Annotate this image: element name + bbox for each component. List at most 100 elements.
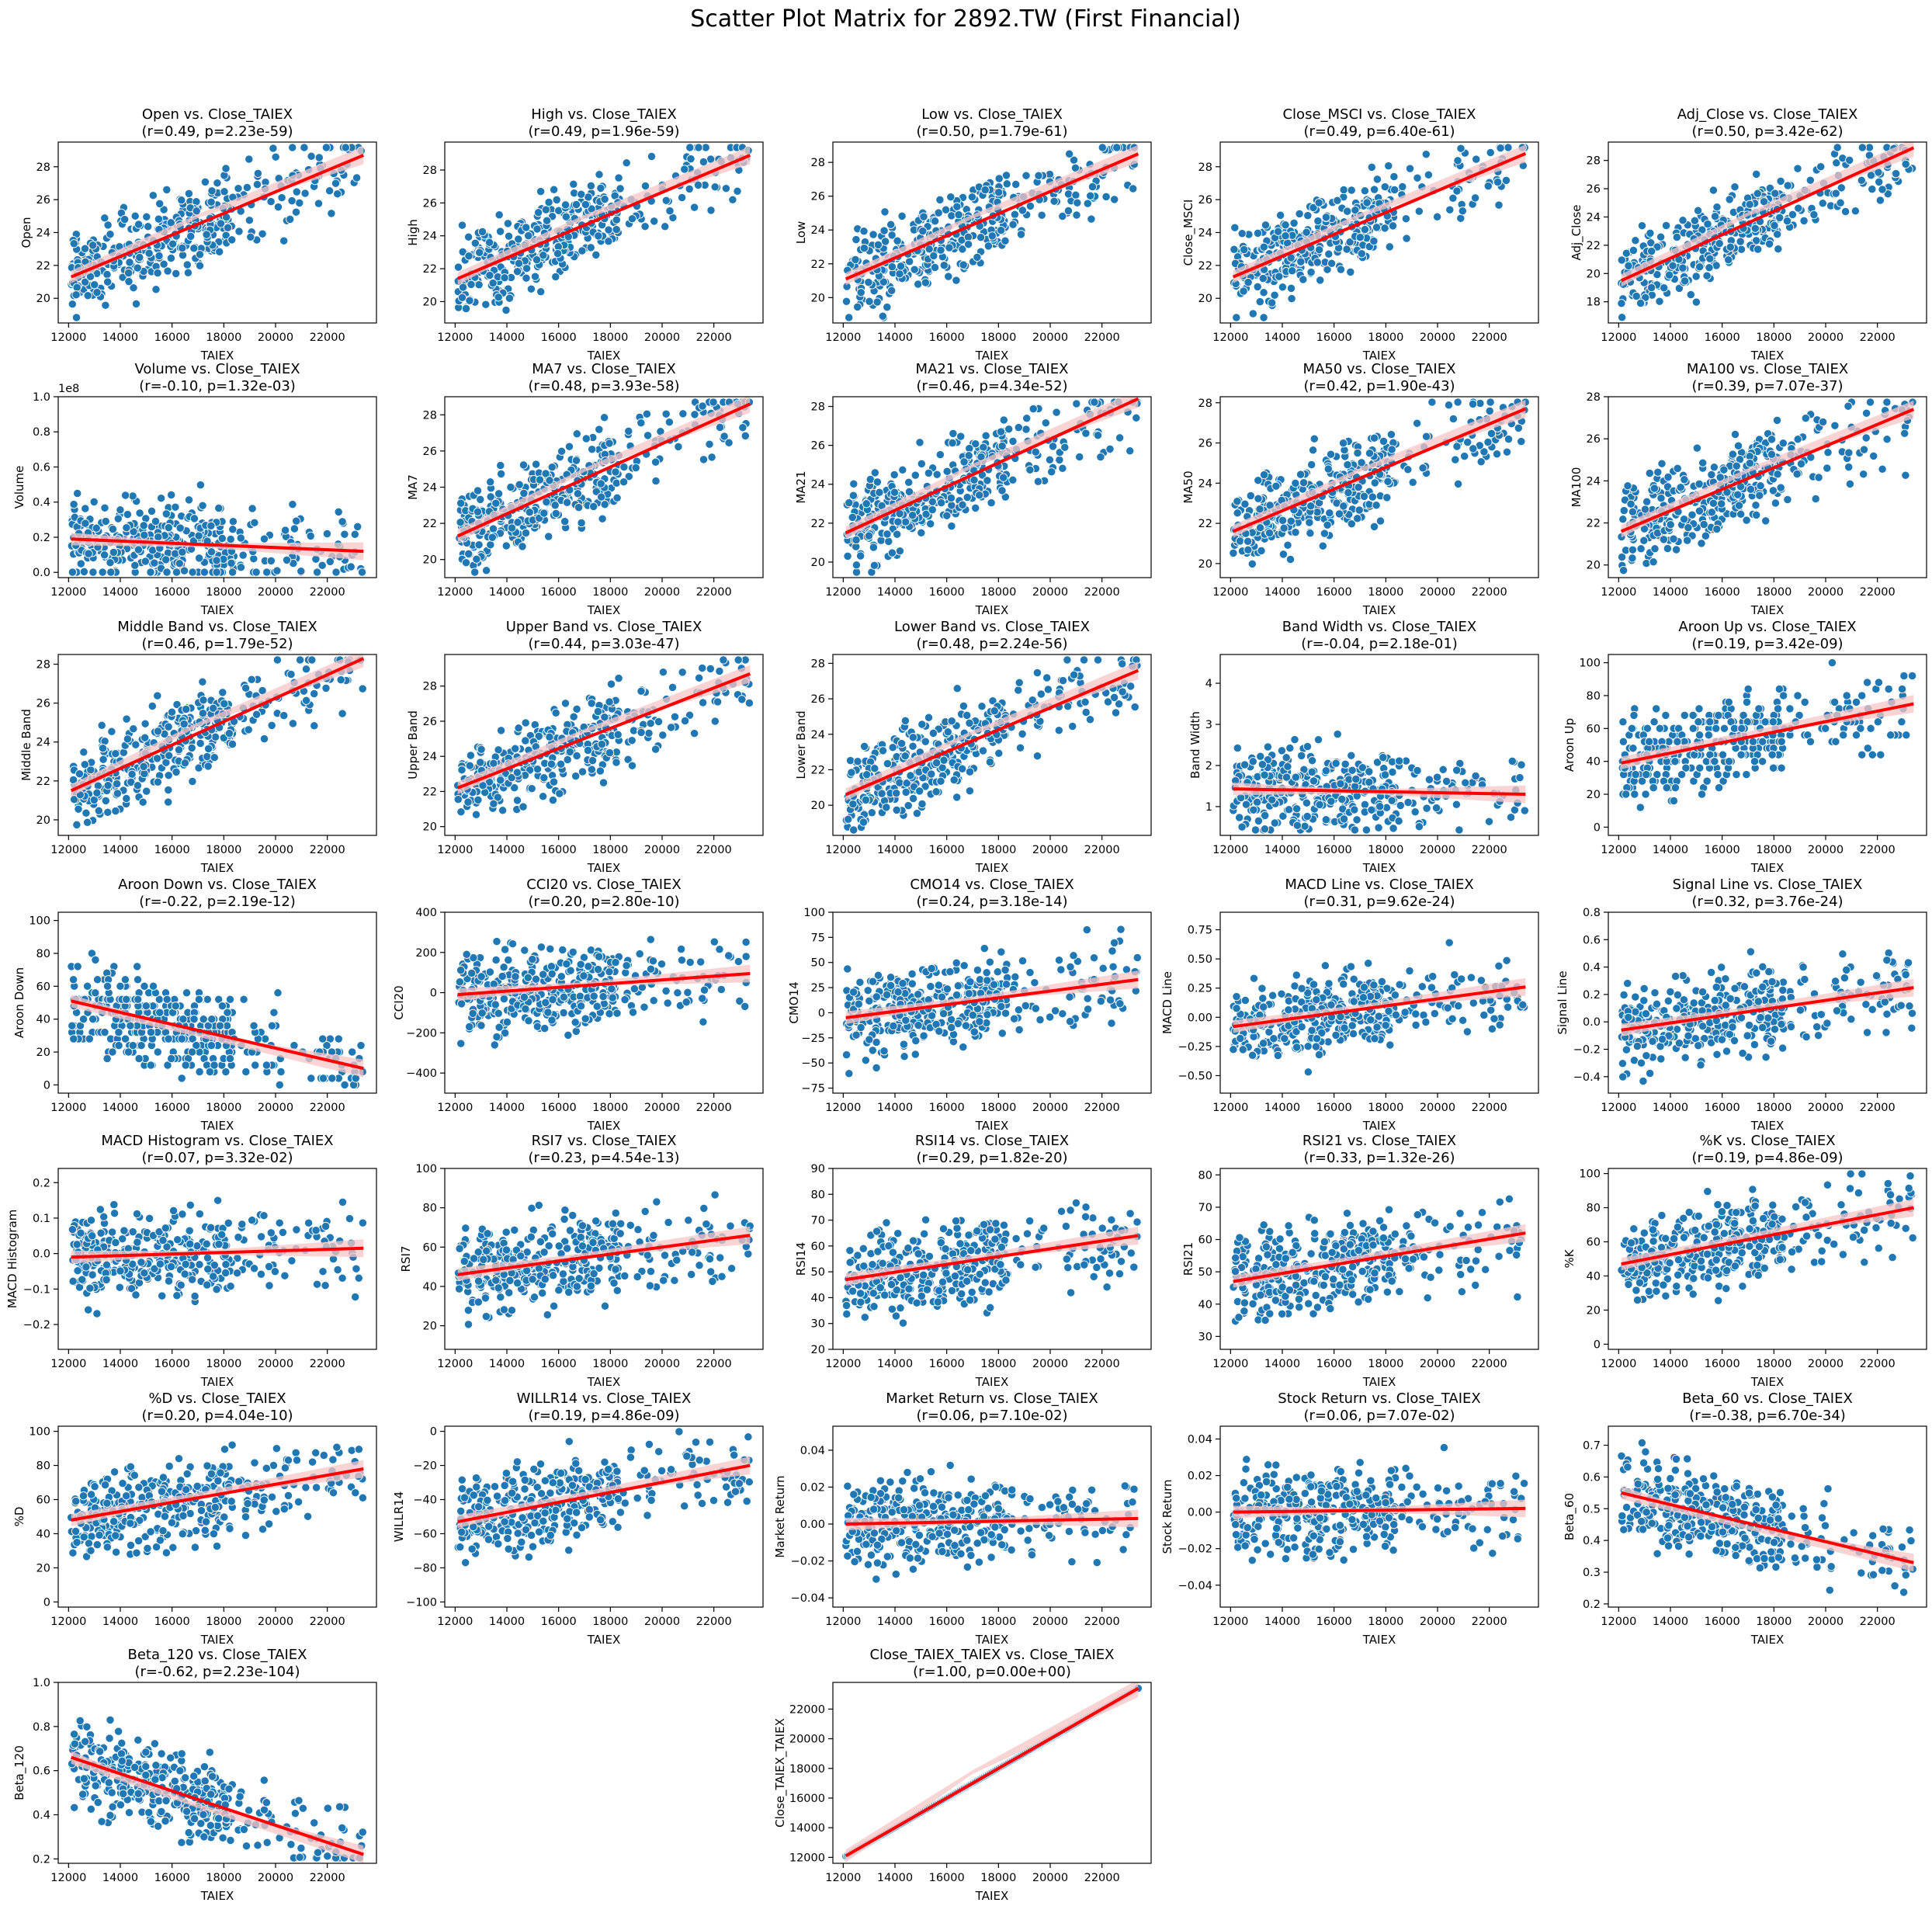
scatter-point [245, 216, 255, 225]
scatter-point [227, 568, 238, 577]
scatter-point [1281, 231, 1290, 241]
scatter-point [463, 232, 473, 241]
scatter-point [1028, 404, 1038, 414]
scatter-point [1309, 203, 1318, 213]
scatter-point [331, 568, 341, 577]
scatter-point [872, 297, 882, 307]
scatter-point [1730, 182, 1739, 192]
scatter-point [249, 554, 258, 564]
scatter-point [1299, 478, 1309, 488]
scatter-point [165, 751, 174, 760]
x-tick-label: 12000 [50, 844, 86, 856]
scatter-point [1313, 258, 1322, 267]
scatter-point [947, 521, 956, 531]
scatter-point [127, 769, 137, 779]
scatter-point [1264, 528, 1275, 538]
scatter-point [1452, 186, 1462, 196]
x-tick-label: 18000 [206, 332, 241, 344]
scatter-point [1253, 228, 1263, 238]
scatter-point [1235, 536, 1245, 546]
scatter-point [259, 534, 269, 543]
subplot-ma21: MA21 vs. Close_TAIEX(r=0.46, p=4.34e-52)… [794, 361, 1152, 617]
scatter-point [650, 745, 661, 754]
x-tick-label: 12000 [1212, 586, 1248, 599]
scatter-point [551, 272, 560, 282]
scatter-point [155, 199, 165, 209]
scatter-point [1900, 429, 1909, 438]
scatter-point [123, 268, 134, 278]
scatter-point [616, 184, 625, 193]
scatter-point [1811, 494, 1820, 504]
scatter-point [1346, 267, 1355, 277]
scatter-point [485, 270, 494, 280]
scatter-point [1691, 297, 1701, 307]
scatter-point [1343, 460, 1352, 470]
scatter-point [1742, 516, 1751, 525]
scatter-point [614, 673, 623, 683]
scatter-point [1676, 483, 1685, 492]
scatter-point [658, 668, 668, 677]
scatter-point [488, 524, 498, 533]
scatter-point [1703, 219, 1712, 229]
scatter-point [1695, 262, 1705, 272]
scatter-point [1650, 544, 1660, 554]
scatter-point [577, 189, 586, 199]
scatter-point [564, 442, 574, 451]
scatter-point [1314, 198, 1323, 207]
scatter-point [163, 266, 172, 276]
scatter-point [144, 248, 154, 258]
scatter-point [1002, 179, 1011, 189]
scatter-point [1844, 448, 1854, 457]
confidence-band [845, 144, 1139, 286]
scatter-point [131, 740, 140, 749]
x-tick-label: 18000 [980, 332, 1016, 344]
scatter-point [1734, 501, 1744, 510]
scatter-point [207, 186, 217, 196]
plot-area [453, 143, 753, 315]
scatter-point [258, 229, 267, 238]
scatter-point [1058, 463, 1067, 473]
scatter-point [594, 231, 603, 241]
scatter-point [457, 220, 467, 230]
scatter-point [1646, 238, 1656, 248]
scatter-point [188, 568, 197, 577]
scatter-point [622, 158, 631, 168]
scatter-point [228, 517, 238, 526]
scatter-point [153, 727, 163, 736]
scatter-point [1712, 203, 1722, 212]
scatter-point [341, 143, 350, 152]
x-tick-label: 12000 [50, 332, 86, 344]
scatter-point [1631, 236, 1640, 245]
x-tick-label: 20000 [258, 586, 293, 599]
y-tick-label: 26 [36, 698, 50, 710]
scatter-point [1275, 272, 1284, 281]
scatter-point [685, 143, 695, 152]
scatter-point [477, 227, 487, 237]
scatter-point [1306, 502, 1316, 511]
scatter-point [724, 438, 734, 447]
y-tick-label: 22 [423, 786, 437, 798]
scatter-point [1628, 245, 1639, 255]
scatter-point [470, 568, 480, 577]
scatter-point [1414, 207, 1424, 216]
scatter-point [142, 786, 151, 796]
scatter-point [350, 529, 359, 539]
scatter-point [848, 512, 857, 523]
scatter-point [148, 191, 158, 200]
scatter-point [172, 767, 181, 777]
subplot-adj-close: Adj_Close vs. Close_TAIEX(r=0.50, p=3.42… [1570, 106, 1927, 363]
x-tick-label: 22000 [1472, 332, 1507, 344]
x-tick-label: 22000 [696, 586, 732, 599]
scatter-point [325, 557, 335, 567]
scatter-point [887, 231, 897, 240]
scatter-point [1283, 540, 1292, 550]
scatter-point [1045, 169, 1055, 179]
scatter-point [1837, 183, 1846, 193]
scatter-point [1617, 313, 1627, 322]
scatter-point [1047, 467, 1056, 477]
scatter-point [156, 494, 166, 503]
scatter-point [561, 212, 571, 221]
scatter-point [525, 508, 534, 517]
scatter-point [1259, 313, 1268, 322]
scatter-point [661, 409, 671, 418]
